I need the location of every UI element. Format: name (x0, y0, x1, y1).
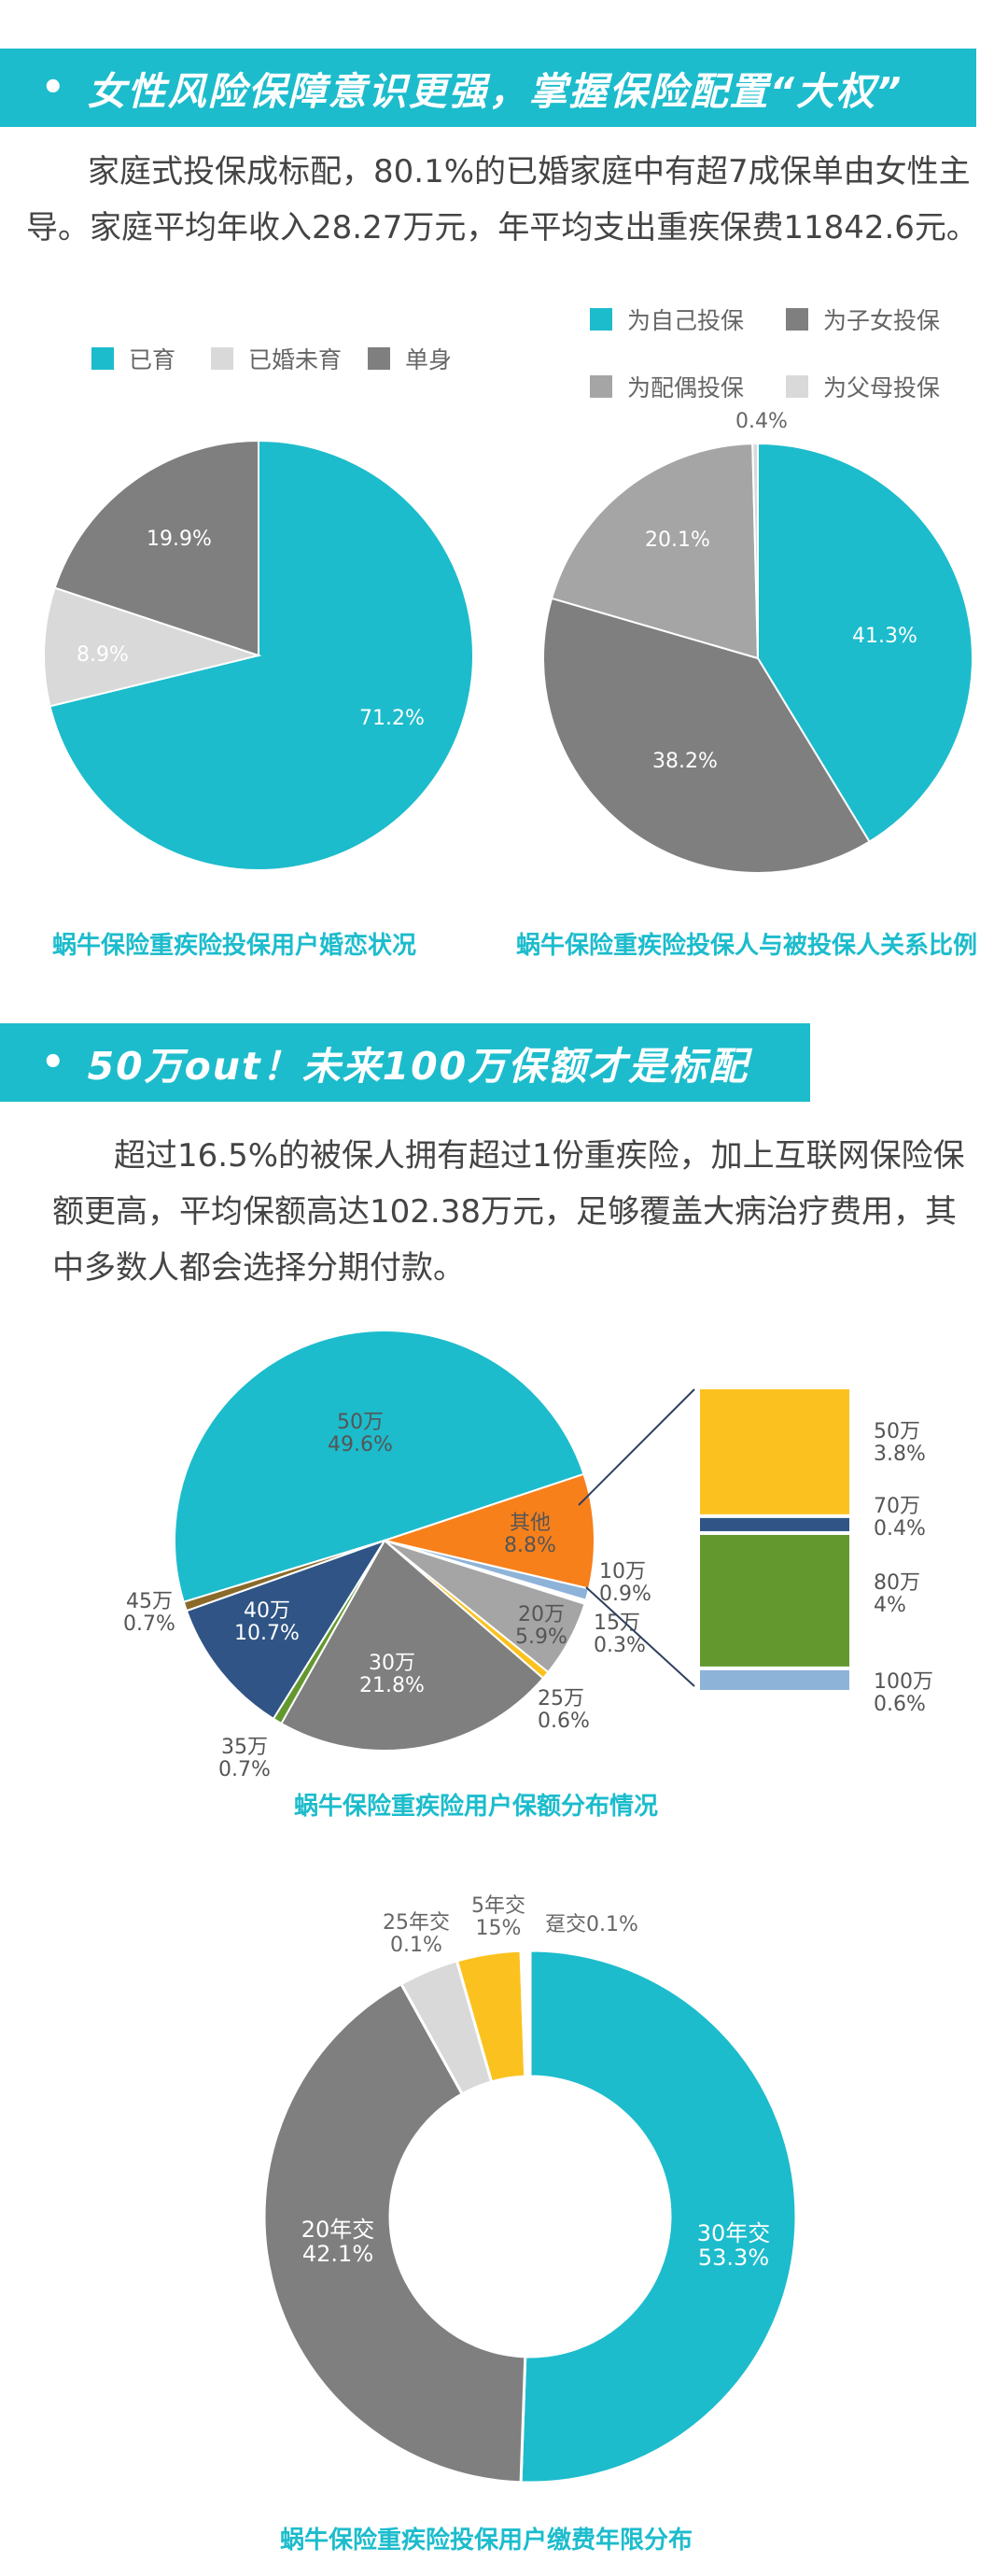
breakdown-label: 50万 3.8% (874, 1420, 926, 1466)
slice-label: 25年交 0.1% (383, 1911, 450, 1957)
slice-label: 40万 10.7% (234, 1599, 300, 1645)
connector-line (578, 1388, 695, 1506)
chart2-caption: 蜗牛保险重疾险投保人与被投保人关系比例 (515, 932, 977, 960)
slice-label: 20年交 42.1% (301, 2217, 375, 2267)
legend-item: 为子女投保 (786, 303, 940, 336)
legend-swatch (211, 347, 233, 370)
legend-item: 单身 (368, 342, 452, 375)
breakdown-label: 80万 4% (874, 1571, 920, 1617)
section1-banner: • 女性风险保障意识更强，掌握保险配置“大权” (0, 49, 976, 127)
legend-label: 为配偶投保 (627, 374, 745, 401)
slice-label: 71.2% (359, 707, 425, 730)
section1-line-2: 导。家庭平均年收入28.27万元，年平均支出重疾保费11842.6元。 (26, 209, 978, 246)
slice-label: 20万 5.9% (515, 1603, 567, 1649)
pie-slice-50万 (174, 1330, 585, 1604)
chart4-caption: 蜗牛保险重疾险投保用户缴费年限分布 (280, 2527, 693, 2555)
section2-banner: • 50万out！未来100万保额才是标配 (0, 1023, 810, 1102)
legend-item: 为配偶投保 (590, 370, 744, 403)
legend-swatch (786, 375, 808, 398)
slice-label: 5年交 15% (471, 1894, 525, 1940)
breakdown-bar-100万 (700, 1669, 849, 1690)
legend-label: 单身 (405, 346, 453, 373)
pie-slice-45万 (182, 1540, 385, 1612)
slice-label: 50万 49.6% (328, 1411, 393, 1457)
slice-label: 20.1% (645, 528, 710, 552)
pie-slice-已婚未育 (43, 586, 262, 708)
slice-label: 8.9% (77, 643, 129, 667)
slice-label: 30年交 53.3% (697, 2220, 771, 2271)
pie-slice-单身 (53, 439, 259, 657)
breakdown-bar-70万 (700, 1517, 849, 1531)
legend-item: 已育 (91, 342, 175, 375)
bullet-dot-icon: • (41, 1041, 67, 1084)
pie-slice-其他 (381, 1472, 595, 1590)
slice-label: 38.2% (652, 750, 718, 773)
chart3-caption: 蜗牛保险重疾险用户保额分布情况 (293, 1793, 658, 1821)
donut-slice-20年交 (262, 1981, 527, 2485)
pie-slice-已育 (49, 439, 474, 871)
slice-label: 41.3% (852, 625, 917, 648)
breakdown-label: 100万 0.6% (874, 1670, 933, 1716)
slice-label: 10万 0.9% (599, 1560, 651, 1606)
slice-label: 趸交0.1% (545, 1913, 638, 1936)
legend-label: 已婚未育 (248, 346, 343, 373)
section2-paragraph: 超过16.5%的被保人拥有超过1份重疾险，加上互联网保险保 额更高，平均保额高达… (52, 1128, 965, 1296)
slice-label: 0.4% (735, 410, 788, 433)
legend-swatch (590, 375, 612, 398)
legend-swatch (368, 347, 390, 370)
legend-label: 为子女投保 (823, 307, 941, 334)
pie-slice-30万 (280, 1539, 545, 1752)
legend-label: 为自己投保 (627, 307, 745, 334)
pie-slice-为自己投保 (757, 442, 973, 843)
pie-slice-40万 (185, 1539, 387, 1721)
chart1-caption: 蜗牛保险重疾险投保用户婚恋状况 (52, 932, 417, 960)
legend-swatch (91, 347, 114, 370)
section2-line-1: 超过16.5%的被保人拥有超过1份重疾险，加上互联网保险保 (114, 1137, 965, 1175)
slice-label: 19.9% (147, 528, 212, 551)
section2-line-2: 额更高，平均保额高达102.38万元，足够覆盖大病治疗费用，其 (52, 1193, 957, 1231)
section2-line-3: 中多数人都会选择分期付款。 (52, 1249, 465, 1287)
section2-title: 50万out！未来100万保额才是标配 (87, 1044, 749, 1089)
pie-slice-为父母投保 (751, 442, 759, 659)
bullet-dot-icon: • (41, 66, 67, 109)
section1-paragraph: 家庭式投保成标配，80.1%的已婚家庭中有超7成保单由女性主 导。家庭平均年收入… (26, 144, 978, 256)
section1-title: 女性风险保障意识更强，掌握保险配置“大权” (87, 69, 903, 114)
donut-slice-趸交 (519, 1949, 532, 2078)
legend-swatch (786, 308, 808, 331)
pie-slice-为配偶投保 (550, 443, 760, 660)
breakdown-label: 70万 0.4% (874, 1495, 926, 1541)
legend-item: 为自己投保 (590, 303, 744, 336)
pie-slice-为子女投保 (542, 597, 871, 875)
slice-label: 35万 0.7% (218, 1736, 271, 1781)
slice-label: 30万 21.8% (359, 1652, 425, 1697)
legend-label: 已育 (129, 346, 176, 373)
legend-item: 已婚未育 (211, 342, 342, 375)
donut-slice-30年交 (519, 1949, 798, 2485)
section1-line-1: 家庭式投保成标配，80.1%的已婚家庭中有超7成保单由女性主 (88, 153, 971, 190)
slice-label: 25万 0.6% (538, 1687, 590, 1733)
breakdown-bar-50万 (700, 1389, 849, 1514)
legend-item: 为父母投保 (786, 370, 940, 403)
legend-label: 为父母投保 (823, 374, 941, 401)
connector-line (585, 1586, 695, 1687)
breakdown-bar-80万 (700, 1534, 849, 1667)
legend-swatch (590, 308, 612, 331)
slice-label: 45万 0.7% (123, 1590, 175, 1636)
slice-label: 其他 8.8% (504, 1512, 556, 1557)
